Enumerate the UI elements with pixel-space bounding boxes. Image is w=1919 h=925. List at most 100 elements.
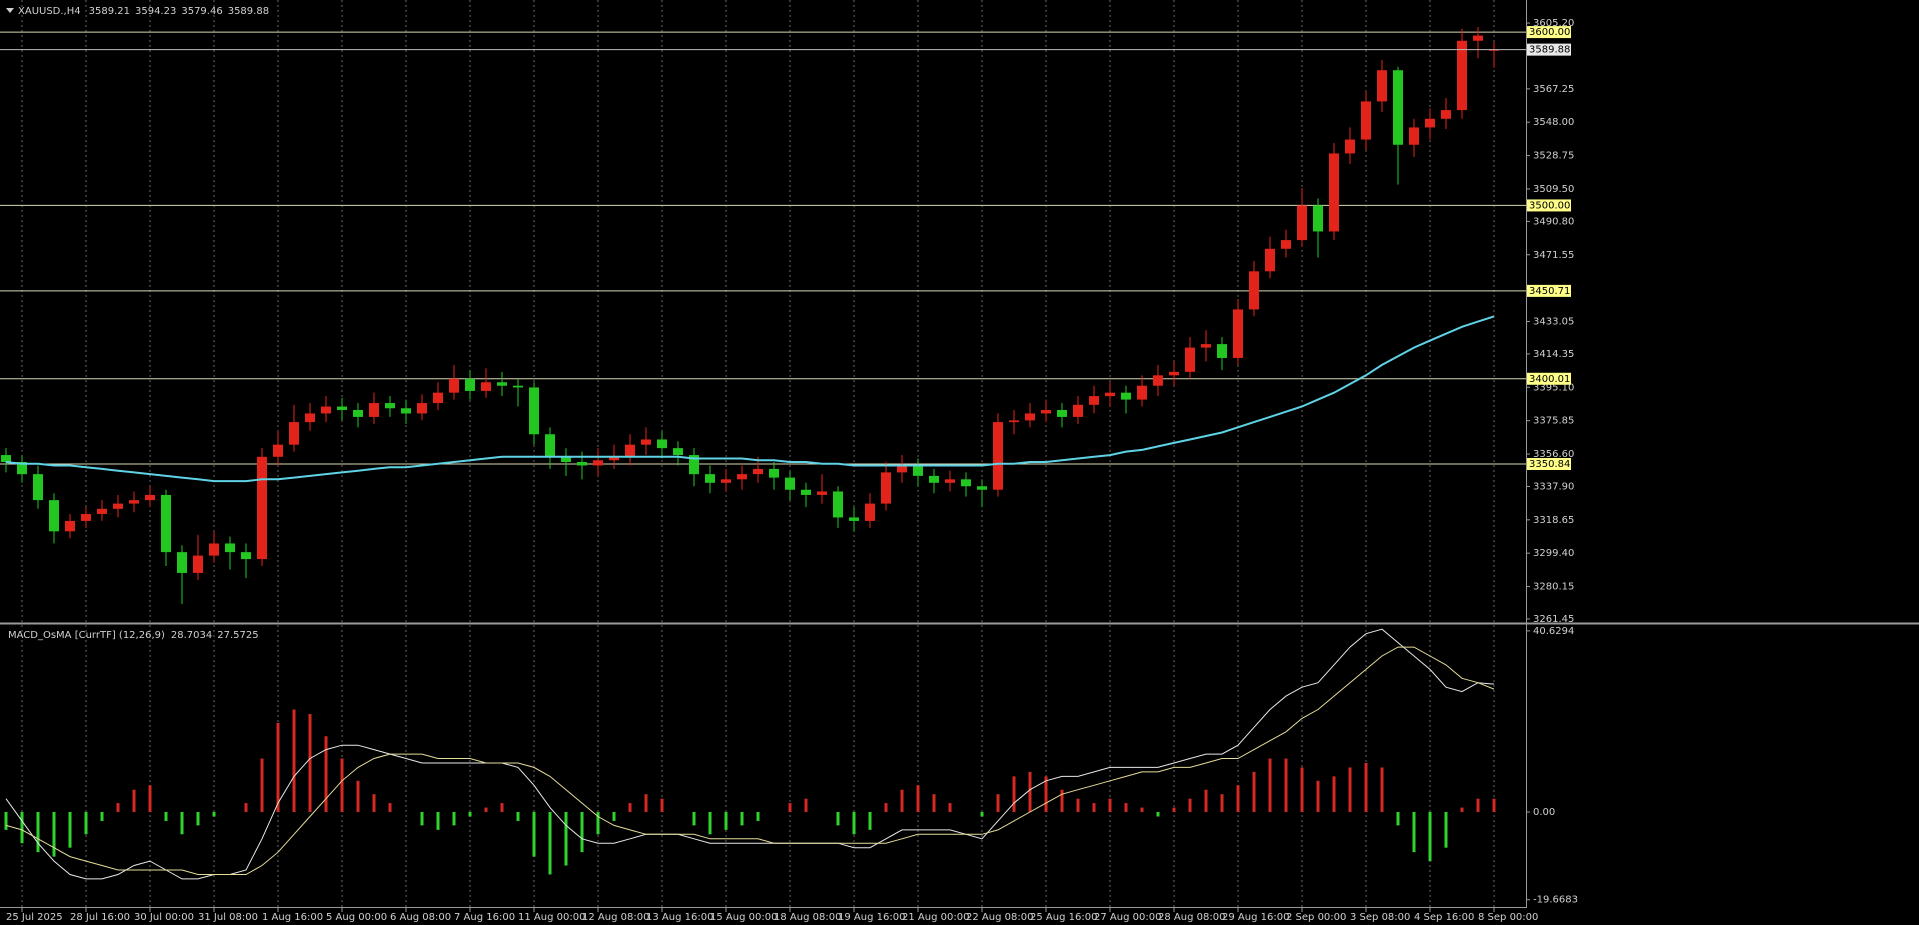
candle-body xyxy=(1217,344,1227,358)
candle-body xyxy=(1,455,11,462)
x-tick-label: 2 Sep 00:00 xyxy=(1286,912,1346,923)
x-tick-label: 28 Aug 08:00 xyxy=(1158,912,1225,923)
y-tick-label: 3337.90 xyxy=(1533,481,1574,492)
candle-body xyxy=(113,503,123,509)
indicator-line xyxy=(5,646,1495,875)
y-tick-label: 3528.75 xyxy=(1533,151,1574,162)
x-tick-label: 8 Sep 00:00 xyxy=(1478,912,1538,923)
candle-body xyxy=(865,503,875,521)
candle-body xyxy=(593,460,603,466)
candle-body xyxy=(49,500,59,532)
x-tick-label: 25 Aug 16:00 xyxy=(1030,912,1097,923)
candle-body xyxy=(65,520,75,532)
candle-body xyxy=(225,543,235,553)
high-value: 3594.23 xyxy=(135,6,176,17)
candle-body xyxy=(385,403,395,409)
signal-value: 27.5725 xyxy=(217,630,258,641)
candle-body xyxy=(529,387,539,435)
level-label-box xyxy=(1527,26,1571,39)
x-tick-label: 6 Aug 08:00 xyxy=(390,912,451,923)
candle-body xyxy=(545,434,555,457)
candle-body xyxy=(433,392,443,404)
candle-body xyxy=(305,413,315,423)
x-tick-label: 18 Aug 08:00 xyxy=(774,912,841,923)
candle-body xyxy=(881,472,891,504)
candle-body xyxy=(449,378,459,393)
y-tick-label: 3356.60 xyxy=(1533,449,1574,460)
y-tick-label: 0.00 xyxy=(1533,807,1555,818)
candle-body xyxy=(497,382,507,386)
candle-body xyxy=(1073,404,1083,417)
candle-body xyxy=(945,479,955,483)
candle-body xyxy=(769,468,779,478)
candle-body xyxy=(1329,153,1339,232)
y-tick-label: 3433.05 xyxy=(1533,316,1574,327)
candle-body xyxy=(1121,392,1131,400)
candle-body xyxy=(481,382,491,391)
x-tick-label: 31 Jul 08:00 xyxy=(198,912,258,923)
candle-body xyxy=(1025,413,1035,421)
candle-body xyxy=(1409,127,1419,145)
y-tick-label: 40.6294 xyxy=(1533,626,1574,637)
candle-body xyxy=(1265,248,1275,272)
level-label-box xyxy=(1527,199,1571,212)
x-tick-label: 15 Aug 00:00 xyxy=(710,912,777,923)
candle-body xyxy=(1009,420,1019,423)
candle-body xyxy=(1393,70,1403,145)
candle-body xyxy=(993,422,1003,490)
candle-body xyxy=(833,491,843,518)
candle-body xyxy=(929,475,939,483)
candle-body xyxy=(369,403,379,417)
x-tick-label: 21 Aug 00:00 xyxy=(902,912,969,923)
x-tick-label: 7 Aug 16:00 xyxy=(454,912,515,923)
candle-body xyxy=(17,461,27,475)
x-tick-label: 22 Aug 08:00 xyxy=(966,912,1033,923)
candle-body xyxy=(1089,396,1099,405)
y-tick-label: 3567.25 xyxy=(1533,84,1574,95)
candle-body xyxy=(321,406,331,414)
candle-body xyxy=(273,444,283,457)
candle-body xyxy=(417,403,427,414)
moving-average xyxy=(5,315,1495,483)
candle-body xyxy=(1249,271,1259,310)
macd-value: 28.7034 xyxy=(171,630,212,641)
candle-body xyxy=(609,456,619,461)
level-label: 3450.71 xyxy=(1529,286,1570,297)
x-tick-label: 5 Aug 00:00 xyxy=(326,912,387,923)
candle-body xyxy=(513,385,523,388)
candle-body xyxy=(401,408,411,414)
candle-body xyxy=(625,444,635,457)
candle-body xyxy=(1169,371,1179,376)
y-tick-label: 3605.20 xyxy=(1533,18,1574,29)
candle-body xyxy=(209,543,219,556)
x-tick-label: 29 Aug 16:00 xyxy=(1222,912,1289,923)
candle-body xyxy=(1457,40,1467,111)
indicator-title: MACD_OsMA [CurrTF] (12,26,9) xyxy=(8,630,165,641)
x-tick-label: 1 Aug 16:00 xyxy=(262,912,323,923)
level-label-box xyxy=(1527,458,1571,471)
candle-body xyxy=(1137,385,1147,400)
current-price-label: 3589.88 xyxy=(1529,45,1570,56)
candle-body xyxy=(353,409,363,417)
candle-body xyxy=(673,448,683,456)
y-tick-label: 3490.80 xyxy=(1533,216,1574,227)
candle-body xyxy=(129,500,139,504)
candle-body xyxy=(33,474,43,501)
indicator-header: MACD_OsMA [CurrTF] (12,26,9) 28.7034 27.57… xyxy=(8,630,259,641)
candle-body xyxy=(1281,240,1291,249)
y-tick-label: -19.6683 xyxy=(1533,895,1578,906)
menu-triangle[interactable] xyxy=(6,8,14,13)
candle-body xyxy=(689,455,699,475)
candle-body xyxy=(289,422,299,445)
candle-body xyxy=(801,489,811,495)
level-label: 3500.00 xyxy=(1529,200,1570,211)
candle-body xyxy=(1489,49,1499,51)
candle-body xyxy=(97,508,107,515)
candle-body xyxy=(753,468,763,475)
y-tick-label: 3280.15 xyxy=(1533,582,1574,593)
x-tick-label: 27 Aug 00:00 xyxy=(1094,912,1161,923)
candle-body xyxy=(1233,309,1243,358)
